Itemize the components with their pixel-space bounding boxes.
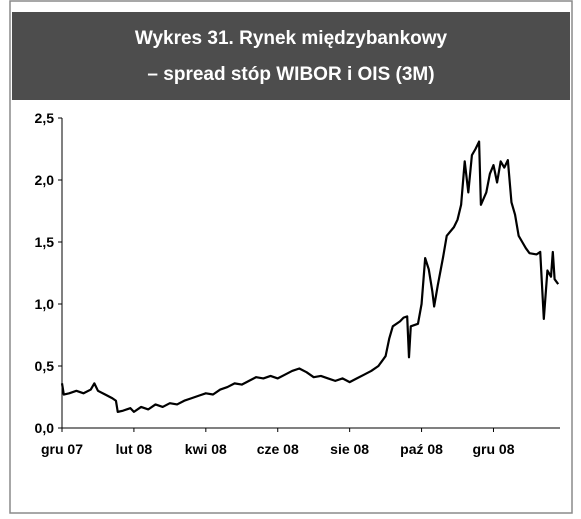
y-tick-label: 2,0 [35, 172, 55, 188]
y-tick-label: 1,0 [35, 296, 55, 312]
y-tick-label: 1,5 [35, 234, 55, 250]
x-tick-label: gru 08 [472, 441, 514, 457]
y-tick-label: 2,5 [35, 110, 55, 126]
y-tick-label: 0,0 [35, 420, 55, 436]
title-box [12, 12, 570, 100]
x-tick-label: cze 08 [257, 441, 299, 457]
x-tick-label: gru 07 [41, 441, 83, 457]
y-tick-label: 0,5 [35, 358, 55, 374]
x-tick-label: sie 08 [330, 441, 369, 457]
x-tick-label: lut 08 [116, 441, 153, 457]
chart-title: Wykres 31. Rynek międzybankowy [135, 28, 448, 49]
x-tick-label: paź 08 [400, 441, 443, 457]
x-tick-label: kwi 08 [185, 441, 227, 457]
data-line [60, 140, 560, 413]
chart-subtitle: – spread stóp WIBOR i OIS (3M) [147, 64, 434, 85]
